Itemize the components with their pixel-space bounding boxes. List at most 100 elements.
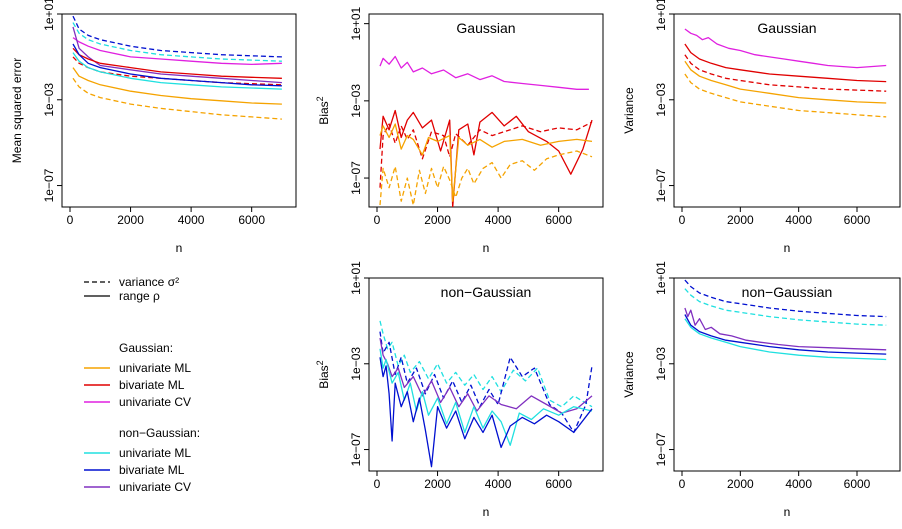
x-axis-label: n	[483, 505, 490, 519]
x-tick-label: 4000	[485, 477, 512, 491]
x-tick-label: 0	[679, 213, 686, 227]
panel-p3: 0 2000 4000 6000 1e+01 1e−03 1e−07 n Variance Gau…	[622, 0, 901, 255]
panel-title: Gaussian	[456, 20, 515, 36]
panel-p5: 0 2000 4000 6000 1e+01 1e−03 1e−07 n Bias2 non−Ga…	[315, 261, 604, 519]
series-line-g_uni_cv-solid	[72, 37, 282, 66]
legend-label-g_biv_ml: bivariate ML	[119, 378, 185, 392]
series-line-ng_biv_ml-solid	[684, 314, 887, 355]
y-tick-label: 1e+01	[349, 261, 363, 295]
legend-label-g_uni_cv: univariate CV	[119, 395, 191, 409]
x-tick-label: 0	[374, 213, 381, 227]
plot-frame	[61, 13, 297, 208]
y-tick-label: 1e−03	[349, 84, 363, 118]
panel-p6: 0 2000 4000 6000 1e+01 1e−03 1e−07 n Variance non…	[622, 261, 901, 519]
series-line-g_biv_ml-solid	[379, 109, 593, 207]
x-tick-label: 2000	[727, 213, 754, 227]
series-line-ng_biv_ml-dashed	[72, 15, 282, 58]
plot-frame	[368, 277, 604, 472]
x-axis-label: n	[784, 505, 791, 519]
series-line-g_uni_ml-solid	[379, 123, 593, 202]
plot-frame	[368, 13, 604, 208]
series-group	[379, 320, 593, 468]
panel-title: non−Gaussian	[742, 284, 833, 300]
series-line-g_uni_ml-dashed	[684, 73, 887, 118]
y-tick-label: 1e+01	[42, 0, 56, 31]
x-tick-label: 4000	[485, 213, 512, 227]
legend-label-ng_uni_ml: univariate ML	[119, 446, 191, 460]
series-group	[379, 55, 593, 207]
x-axis-label: n	[483, 241, 490, 255]
x-tick-label: 2000	[424, 213, 451, 227]
x-tick-label: 2000	[727, 477, 754, 491]
y-axis-label: Variance	[622, 351, 636, 398]
series-group	[684, 279, 887, 361]
series-line-g_biv_ml-dashed	[379, 121, 593, 188]
y-tick-label: 1e−07	[42, 168, 56, 202]
x-axis-label: n	[176, 241, 183, 255]
series-line-ng_uni_ml-solid	[72, 52, 282, 90]
series-line-g_uni_ml-dashed	[379, 150, 593, 206]
series-line-g_biv_ml-solid	[684, 43, 887, 83]
series-group	[684, 28, 887, 118]
panel-p2: 0 2000 4000 6000 1e+01 1e−03 1e−07 n Bias2 Gaussi…	[315, 6, 604, 255]
series-line-ng_uni_ml-dashed	[72, 22, 282, 62]
y-tick-label: 1e−07	[349, 161, 363, 195]
x-tick-label: 0	[67, 213, 74, 227]
legend-group1-title: Gaussian:	[119, 341, 173, 355]
x-tick-label: 0	[374, 477, 381, 491]
x-tick-label: 6000	[844, 213, 871, 227]
legend: variance σ² range ρ Gaussian: non−Gaussi…	[84, 275, 200, 494]
y-tick-label: 1e+01	[654, 0, 668, 31]
panel-title: Gaussian	[757, 20, 816, 36]
y-tick-label: 1e−07	[654, 432, 668, 466]
y-tick-label: 1e−07	[349, 432, 363, 466]
y-axis-label: Bias2	[315, 96, 331, 124]
x-tick-label: 4000	[785, 213, 812, 227]
series-line-g_uni_cv-solid	[379, 55, 589, 90]
x-tick-label: 0	[679, 477, 686, 491]
series-line-g_uni_ml-dashed	[72, 77, 282, 120]
x-axis-label: n	[784, 241, 791, 255]
y-tick-label: 1e−07	[654, 168, 668, 202]
series-line-ng_uni_ml-solid	[379, 348, 593, 446]
y-tick-label: 1e−03	[654, 83, 668, 117]
legend-group2-title: non−Gaussian:	[119, 426, 200, 440]
plot-frame	[673, 13, 901, 208]
legend-label-g_uni_ml: univariate ML	[119, 361, 191, 375]
plot-frame	[673, 277, 901, 472]
y-axis-label: Bias2	[315, 360, 331, 388]
x-tick-label: 2000	[117, 213, 144, 227]
x-tick-label: 2000	[424, 477, 451, 491]
series-line-g_biv_ml-solid	[72, 47, 282, 79]
y-axis-label: Mean squared error	[10, 58, 24, 163]
y-tick-label: 1e−03	[42, 83, 56, 117]
series-line-g_uni_ml-solid	[72, 67, 282, 105]
y-tick-label: 1e−03	[349, 347, 363, 381]
x-tick-label: 6000	[844, 477, 871, 491]
series-line-ng_uni_cv-solid	[72, 26, 282, 84]
series-line-ng_biv_ml-dashed	[379, 331, 593, 434]
legend-label-ng_biv_ml: bivariate ML	[119, 463, 185, 477]
series-line-ng_uni_cv-solid	[684, 307, 887, 351]
series-line-g_uni_cv-solid	[684, 28, 887, 69]
y-axis-label-sup: 2	[315, 96, 325, 101]
legend-label-ng_uni_cv: univariate CV	[119, 480, 191, 494]
series-line-ng_biv_ml-solid	[72, 43, 282, 87]
panel-title: non−Gaussian	[441, 284, 532, 300]
x-tick-label: 4000	[785, 477, 812, 491]
y-tick-label: 1e+01	[654, 261, 668, 295]
x-tick-label: 4000	[178, 213, 205, 227]
series-line-ng_uni_ml-dashed	[379, 320, 593, 408]
y-axis-label: Variance	[622, 87, 636, 134]
legend-solid-label: range ρ	[119, 289, 160, 303]
y-tick-label: 1e−03	[654, 347, 668, 381]
series-line-ng_uni_cv-solid	[379, 337, 593, 414]
legend-dashed-label: variance σ²	[119, 275, 179, 289]
series-line-g_biv_ml-dashed	[684, 54, 887, 92]
x-tick-label: 6000	[545, 477, 572, 491]
y-tick-label: 1e+01	[349, 6, 363, 40]
series-line-ng_biv_ml-solid	[379, 357, 593, 468]
series-line-g_uni_ml-solid	[684, 60, 887, 104]
x-tick-label: 6000	[545, 213, 572, 227]
